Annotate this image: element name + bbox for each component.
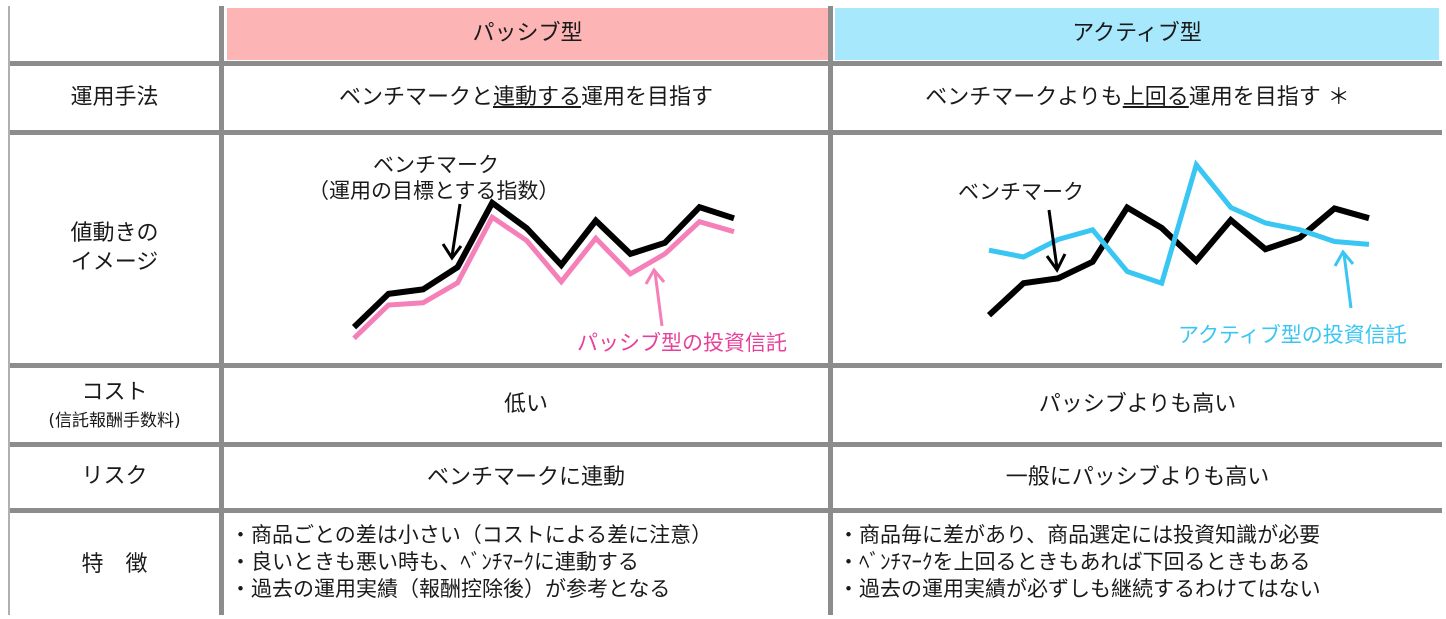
- method-active-post: 運用を目指す ＊: [1188, 85, 1350, 111]
- row-divider: [10, 61, 1442, 66]
- row-divider: [10, 363, 1442, 368]
- header-active: アクティブ型: [835, 8, 1439, 60]
- method-passive-post: 運用を目指す: [581, 85, 714, 111]
- active-fund-label: アクティブ型の投資信託: [1178, 323, 1407, 347]
- passive-benchmark-label-line2: （運用の目標とする指数）: [308, 179, 560, 203]
- active-benchmark-label: ベンチマーク: [958, 180, 1084, 204]
- row-divider: [10, 508, 1442, 513]
- passive-benchmark-label-line1: ベンチマーク: [373, 153, 499, 177]
- cost-passive-value: 低い: [503, 392, 548, 418]
- risk-active-value: 一般にパッシブよりも高い: [1005, 464, 1270, 490]
- cost-active-value: パッシブよりも高い: [1038, 392, 1237, 418]
- features-passive-list: ・商品ごとの差は小さい（コストによる差に注意） ・良いときも悪い時も、ﾍﾞﾝﾁﾏ…: [230, 522, 712, 603]
- cost-active: パッシブよりも高い: [833, 368, 1442, 442]
- method-active: ベンチマークよりも上回る運用を目指す ＊: [833, 66, 1442, 130]
- passive-fund-line: [352, 213, 735, 341]
- cost-passive: 低い: [224, 368, 828, 442]
- header-active-label: アクティブ型: [1072, 21, 1202, 47]
- list-item: ・ﾍﾞﾝﾁﾏｰｸを上回るときもあれば下回るときもある: [838, 550, 1311, 574]
- active-fund-arrow: [1333, 249, 1355, 309]
- features-label: 特 徴: [81, 551, 148, 577]
- table-left-edge: [8, 6, 10, 615]
- list-item: ・良いときも悪い時も、ﾍﾞﾝﾁﾏｰｸに連動する: [230, 550, 639, 574]
- method-passive: ベンチマークと連動する運用を目指す: [224, 66, 828, 130]
- passive-chart: [351, 198, 735, 341]
- risk-passive: ベンチマークに連動: [224, 447, 828, 508]
- method-active-pre: ベンチマークよりも: [925, 85, 1123, 111]
- row-label-image: 値動きの イメージ: [10, 135, 219, 363]
- list-item: ・商品毎に差があり、商品選定には投資知識が必要: [838, 523, 1321, 547]
- risk-active: 一般にパッシブよりも高い: [833, 447, 1442, 508]
- list-item: ・商品ごとの差は小さい（コストによる差に注意）: [230, 523, 713, 547]
- header-passive-label: パッシブ型: [472, 21, 583, 47]
- row-label-cost: コスト (信託報酬手数料): [10, 368, 219, 442]
- cost-label-line1: コスト: [81, 379, 148, 405]
- risk-label: リスク: [81, 464, 148, 490]
- passive-fund-arrow: [644, 267, 666, 327]
- column-divider: [828, 6, 833, 615]
- row-divider: [10, 130, 1442, 135]
- image-label-line2: イメージ: [70, 250, 159, 275]
- row-divider: [10, 442, 1442, 447]
- features-active-list: ・商品毎に差があり、商品選定には投資知識が必要 ・ﾍﾞﾝﾁﾏｰｸを上回るときもあ…: [838, 522, 1321, 603]
- passive-benchmark-line: [351, 198, 735, 330]
- image-label-line1: 値動きの: [70, 221, 159, 247]
- risk-passive-value: ベンチマークに連動: [426, 464, 625, 490]
- row-label-features: 特 徴: [10, 513, 219, 617]
- method-passive-underlined: 連動する: [492, 85, 581, 111]
- method-label: 運用手法: [70, 84, 159, 110]
- row-label-risk: リスク: [10, 447, 219, 508]
- column-divider: [219, 6, 224, 615]
- active-benchmark-arrow: [1045, 209, 1067, 273]
- row-label-method: 運用手法: [10, 66, 219, 130]
- method-passive-pre: ベンチマークと: [338, 85, 493, 111]
- passive-benchmark-arrow: [441, 203, 463, 261]
- list-item: ・過去の運用実績（報酬控除後）が参考となる: [230, 577, 671, 601]
- method-active-underlined: 上回る: [1122, 85, 1189, 111]
- header-passive: パッシブ型: [227, 8, 828, 60]
- list-item: ・過去の運用実績が必ずしも継続するわけてはない: [838, 577, 1321, 601]
- passive-fund-label: パッシブ型の投資信託: [577, 331, 787, 355]
- cost-label-line2: (信託報酬手数料): [48, 411, 181, 432]
